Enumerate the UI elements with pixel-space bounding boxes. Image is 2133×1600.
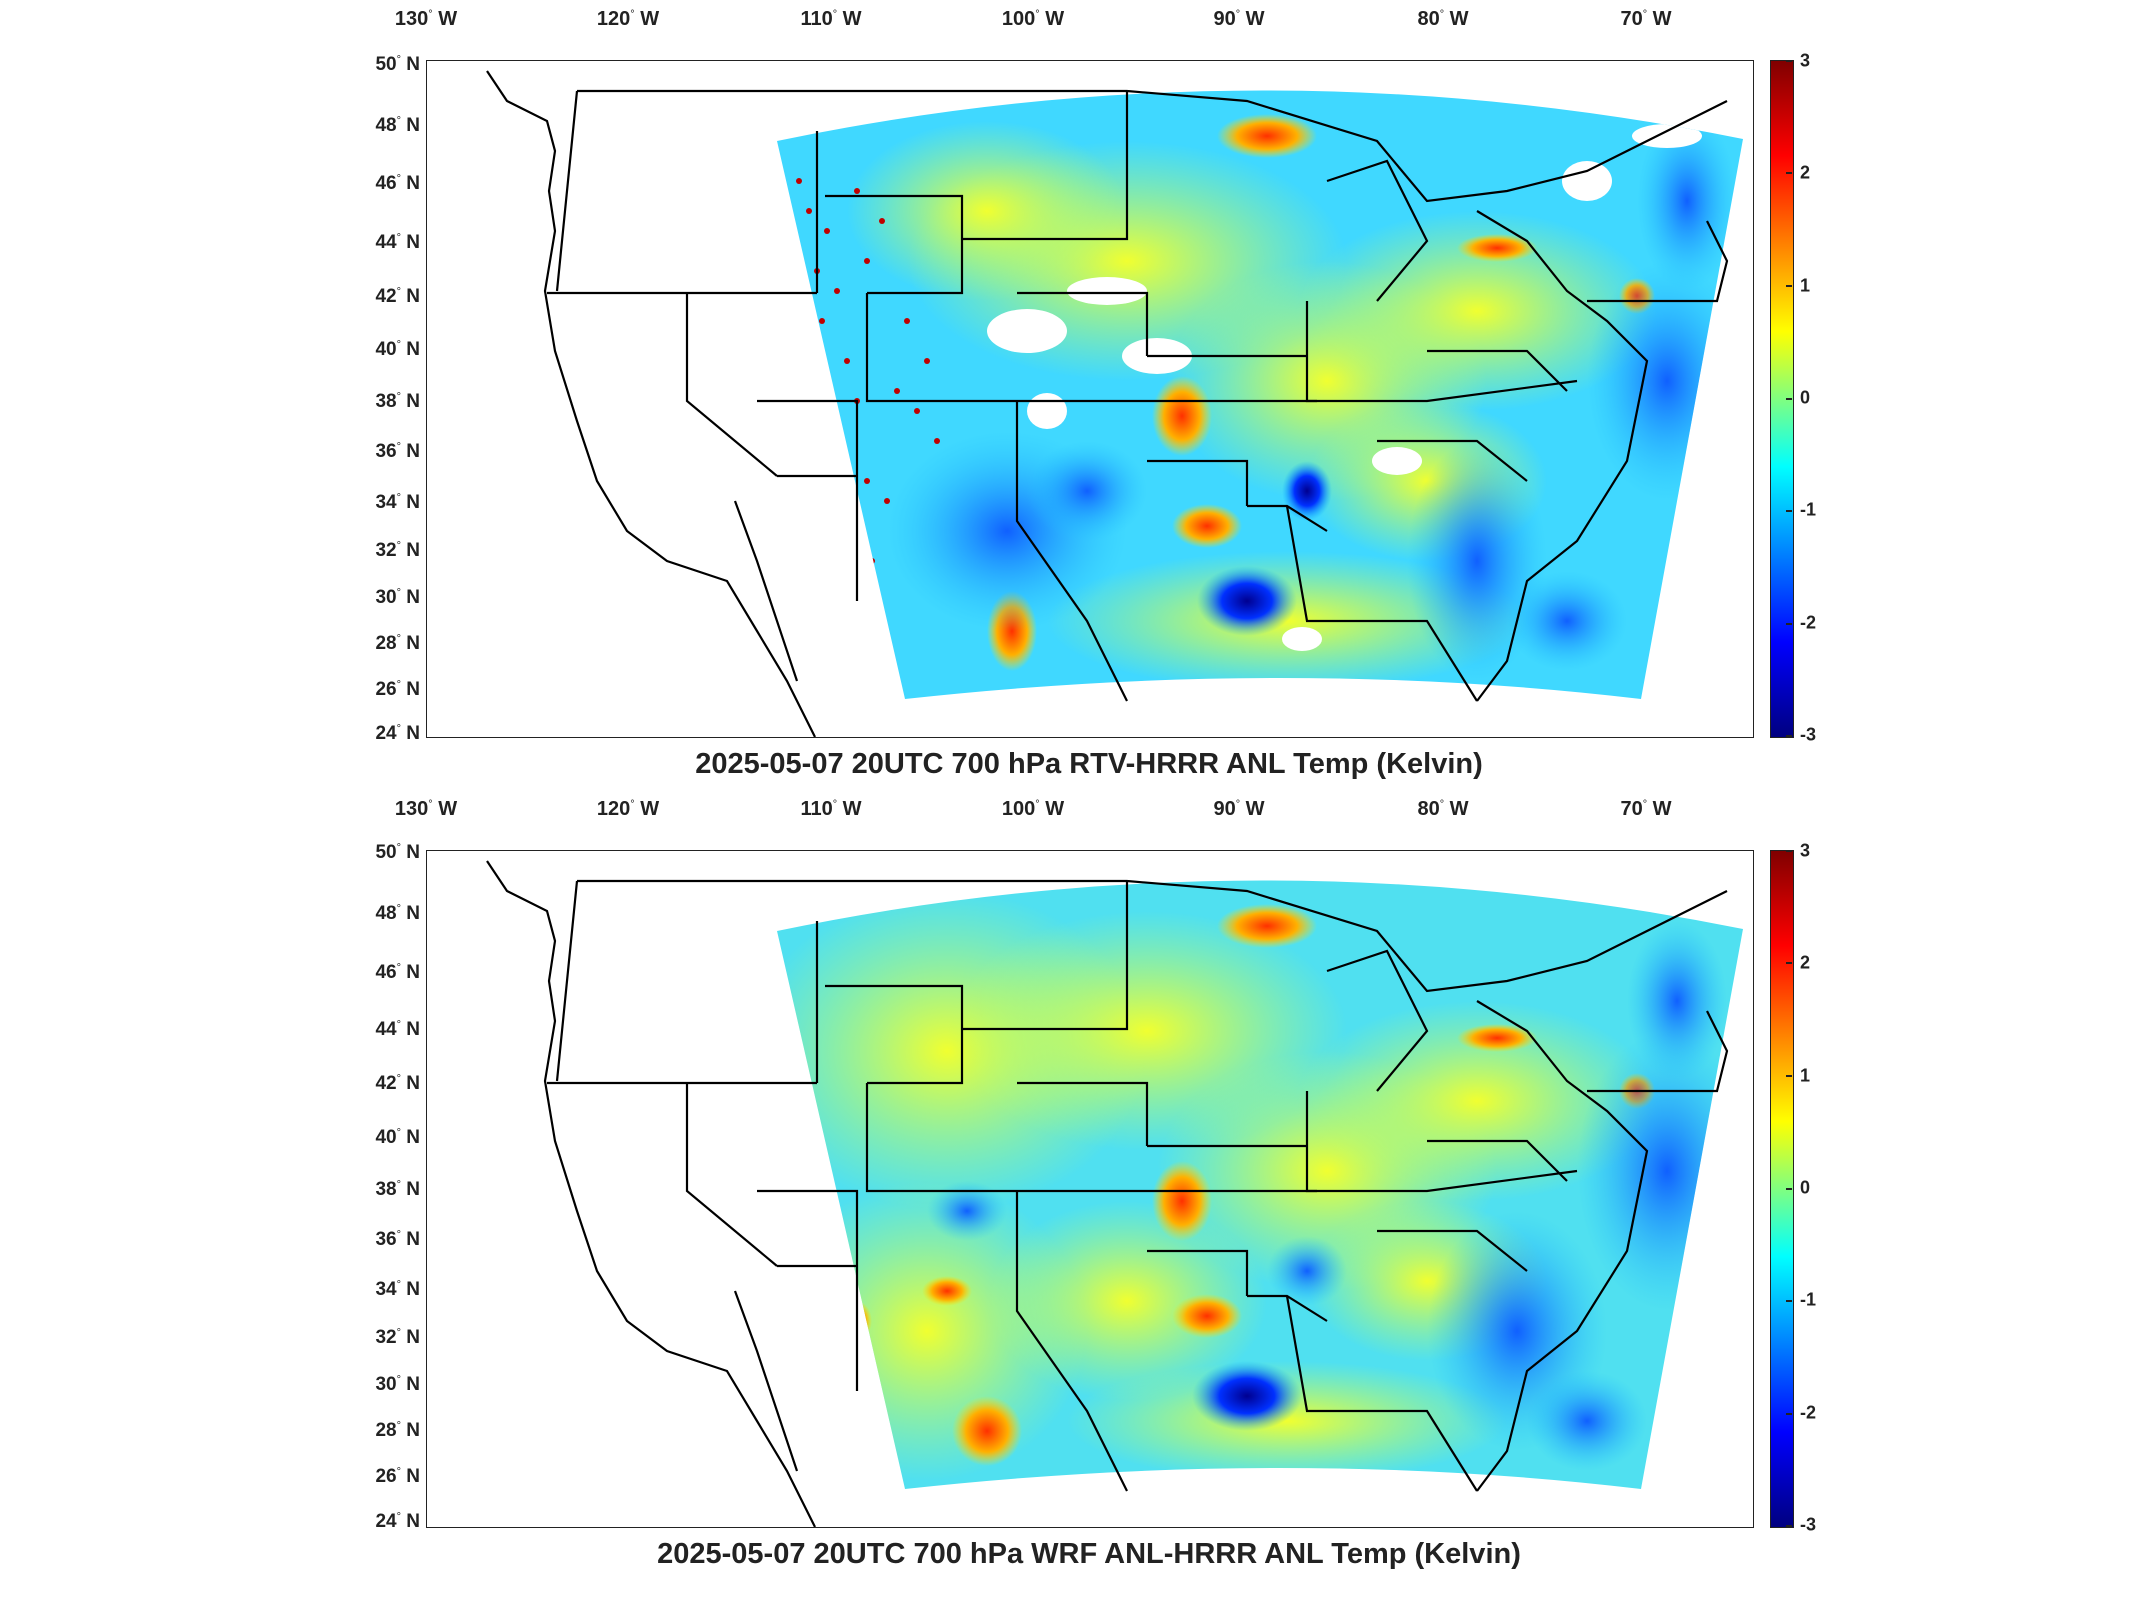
lon-label: 120° W [596,8,660,30]
hrrr-domain-field [777,90,1743,700]
map-plot-area [426,850,1754,1528]
temperature-field-map [486,860,1743,1527]
lat-label: 24° N [375,722,420,745]
colorbar-tick-mark [1786,60,1792,62]
lat-label: 28° N [375,1419,420,1442]
coastlines-and-borders [486,860,1729,1527]
lat-label: 24° N [375,1510,420,1533]
lat-label: 28° N [375,632,420,655]
colorbar-tick-mark [1786,1300,1792,1302]
lon-label: 110° W [800,798,862,820]
colorbar-tick-mark [1786,623,1792,625]
lat-label: 44° N [375,231,420,254]
lon-label: 100° W [1001,8,1065,30]
lat-label: 36° N [375,1228,420,1251]
lon-label: 70° W [1620,8,1672,30]
temperature-field-map [486,70,1743,737]
lat-label: 40° N [375,338,420,361]
lat-label: 42° N [375,285,420,308]
lat-label: 42° N [375,1072,420,1095]
colorbar-tick-label: -1 [1800,1289,1817,1310]
colorbar-tick-mark [1786,172,1792,174]
lat-label: 48° N [375,114,420,137]
lat-label: 38° N [375,1178,420,1201]
colorbar-tick-label: 3 [1800,50,1811,71]
lat-label: 26° N [375,678,420,701]
lat-label: 46° N [375,961,420,984]
colorbar-tick-mark [1786,962,1792,964]
map-plot-area [426,60,1754,738]
colorbar-tick-mark [1786,398,1792,400]
colorbar-tick-label: -2 [1800,612,1817,633]
lon-label: 80° W [1417,8,1469,30]
plot-title: 2025-05-07 20UTC 700 hPa WRF ANL-HRRR AN… [657,1538,1521,1570]
colorbar-tick-mark [1786,1075,1792,1077]
lat-label: 50° N [375,53,420,76]
panel-rtv-hrrr: 130° W 120° W 110° W 100° W 90° W 80° W … [0,0,2133,790]
colorbar-tick-mark [1786,1413,1792,1415]
colorbar-tick-mark [1786,735,1792,737]
colorbar-tick-mark [1786,285,1792,287]
colorbar-tick-label: 0 [1800,387,1811,408]
lat-label: 50° N [375,841,420,864]
lat-label: 26° N [375,1465,420,1488]
lat-label: 32° N [375,539,420,562]
lat-label: 34° N [375,1278,420,1301]
lon-label: 70° W [1620,798,1672,820]
colorbar-tick-label: -3 [1800,1514,1817,1535]
hrrr-domain-field [777,880,1743,1490]
colorbar-tick-label: 0 [1800,1177,1811,1198]
colorbar-tick-label: 1 [1800,275,1811,296]
lat-label: 36° N [375,440,420,463]
lon-label: 130° W [394,798,458,820]
colorbar-tick-label: 2 [1800,952,1811,973]
colorbar-tick-mark [1786,850,1792,852]
lat-label: 30° N [375,586,420,609]
lat-label: 44° N [375,1018,420,1041]
colorbar-tick-label: 1 [1800,1065,1811,1086]
lat-label: 30° N [375,1373,420,1396]
colorbar-tick-mark [1786,510,1792,512]
lat-label: 48° N [375,902,420,925]
lon-label: 130° W [394,8,458,30]
lat-label: 38° N [375,390,420,413]
lon-label: 100° W [1001,798,1065,820]
lon-label: 90° W [1213,8,1265,30]
lat-label: 34° N [375,491,420,514]
lon-label: 110° W [800,8,862,30]
plot-title: 2025-05-07 20UTC 700 hPa RTV-HRRR ANL Te… [695,748,1483,780]
missing-data-patches [987,124,1702,651]
lat-label: 46° N [375,172,420,195]
coastlines-and-borders [486,70,1729,737]
colorbar-tick-mark [1786,1525,1792,1527]
lat-label: 32° N [375,1326,420,1349]
colorbar-tick-mark [1786,1188,1792,1190]
lat-label: 40° N [375,1126,420,1149]
colorbar-tick-label: 3 [1800,840,1811,861]
lon-label: 120° W [596,798,660,820]
colorbar-tick-label: -1 [1800,499,1817,520]
colorbar-tick-label: -2 [1800,1402,1817,1423]
colorbar-tick-label: -3 [1800,724,1817,745]
lon-label: 90° W [1213,798,1265,820]
lon-label: 80° W [1417,798,1469,820]
colorbar-tick-label: 2 [1800,162,1811,183]
panel-wrf-hrrr: 130° W 120° W 110° W 100° W 90° W 80° W … [0,790,2133,1600]
